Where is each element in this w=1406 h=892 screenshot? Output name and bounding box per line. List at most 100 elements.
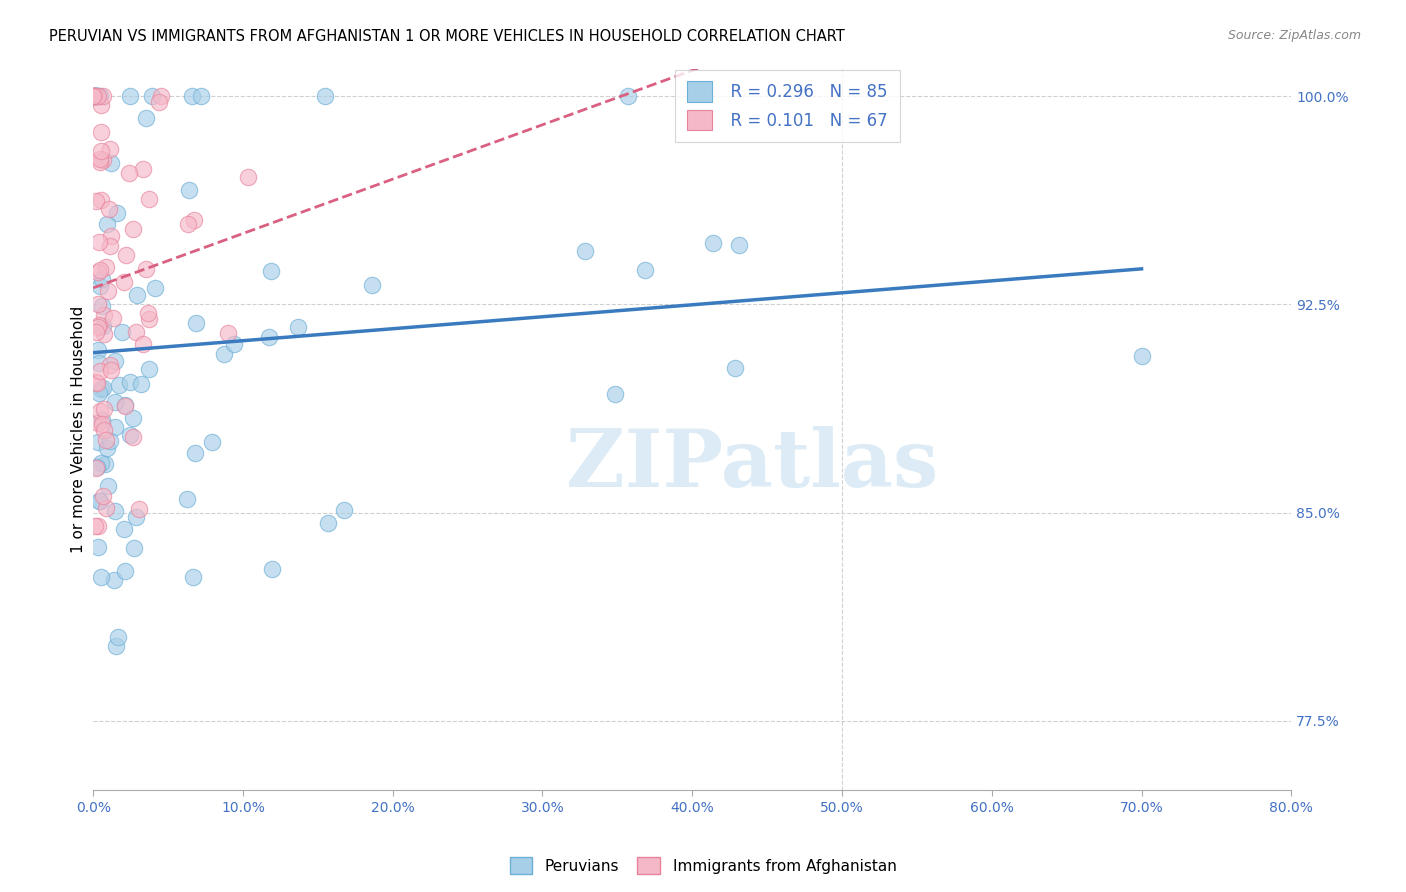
Point	[100, 228, 122, 243]
Point	[91, 153, 114, 168]
Point	[702, 236, 724, 251]
Point	[86, 89, 108, 103]
Point	[118, 428, 141, 442]
Point	[177, 217, 200, 231]
Point	[87, 518, 110, 533]
Point	[94, 501, 117, 516]
Point	[87, 297, 110, 311]
Point	[96, 217, 118, 231]
Point	[89, 279, 111, 293]
Point	[87, 320, 110, 334]
Point	[114, 564, 136, 578]
Point	[89, 404, 111, 418]
Point	[90, 456, 112, 470]
Legend:   R = 0.296   N = 85,   R = 0.101   N = 67: R = 0.296 N = 85, R = 0.101 N = 67	[675, 70, 900, 142]
Point	[87, 434, 110, 449]
Point	[98, 142, 121, 156]
Text: ZIPatlas: ZIPatlas	[567, 426, 938, 504]
Point	[224, 337, 246, 351]
Point	[86, 461, 108, 475]
Point	[132, 337, 155, 351]
Point	[87, 264, 110, 278]
Point	[176, 492, 198, 507]
Point	[122, 541, 145, 555]
Point	[86, 460, 108, 475]
Point	[100, 155, 122, 169]
Point	[728, 238, 751, 252]
Point	[87, 356, 110, 370]
Point	[97, 284, 120, 298]
Point	[128, 501, 150, 516]
Point	[125, 510, 148, 524]
Point	[87, 540, 110, 554]
Point	[104, 394, 127, 409]
Point	[90, 570, 112, 584]
Point	[93, 402, 115, 417]
Point	[86, 89, 108, 103]
Point	[118, 376, 141, 390]
Point	[138, 362, 160, 376]
Point	[616, 89, 638, 103]
Point	[89, 262, 111, 277]
Point	[260, 264, 283, 278]
Point	[89, 154, 111, 169]
Point	[105, 205, 128, 219]
Point	[257, 329, 280, 343]
Point	[93, 326, 115, 341]
Point	[135, 262, 157, 277]
Point	[103, 574, 125, 588]
Point	[262, 562, 284, 576]
Point	[125, 325, 148, 339]
Point	[84, 89, 107, 103]
Point	[114, 398, 136, 412]
Point	[83, 89, 105, 103]
Point	[89, 494, 111, 508]
Point	[1130, 349, 1153, 363]
Point	[181, 89, 204, 103]
Point	[214, 347, 236, 361]
Point	[574, 244, 596, 259]
Point	[101, 310, 124, 325]
Text: PERUVIAN VS IMMIGRANTS FROM AFGHANISTAN 1 OR MORE VEHICLES IN HOUSEHOLD CORRELAT: PERUVIAN VS IMMIGRANTS FROM AFGHANISTAN …	[49, 29, 845, 44]
Point	[129, 377, 152, 392]
Point	[236, 170, 259, 185]
Point	[217, 326, 239, 341]
Point	[84, 89, 107, 103]
Point	[100, 362, 122, 376]
Point	[83, 89, 105, 103]
Point	[287, 319, 309, 334]
Point	[127, 287, 149, 301]
Point	[89, 89, 111, 103]
Point	[91, 89, 114, 103]
Point	[184, 446, 207, 460]
Point	[90, 145, 112, 159]
Point	[98, 239, 121, 253]
Text: Source: ZipAtlas.com: Source: ZipAtlas.com	[1227, 29, 1361, 42]
Point	[93, 319, 115, 334]
Point	[84, 519, 107, 533]
Point	[115, 248, 138, 262]
Point	[82, 89, 104, 103]
Point	[86, 416, 108, 430]
Point	[181, 570, 204, 584]
Point	[104, 504, 127, 518]
Point	[148, 95, 170, 110]
Legend: Peruvians, Immigrants from Afghanistan: Peruvians, Immigrants from Afghanistan	[503, 851, 903, 880]
Point	[634, 263, 657, 277]
Point	[91, 413, 114, 427]
Point	[90, 98, 112, 112]
Point	[118, 166, 141, 180]
Point	[93, 308, 115, 322]
Point	[112, 275, 135, 289]
Point	[201, 435, 224, 450]
Y-axis label: 1 or more Vehicles in Household: 1 or more Vehicles in Household	[72, 306, 86, 553]
Point	[90, 382, 112, 396]
Point	[86, 343, 108, 358]
Point	[89, 152, 111, 166]
Point	[83, 89, 105, 103]
Point	[103, 420, 125, 434]
Point	[132, 161, 155, 176]
Point	[90, 193, 112, 207]
Point	[107, 630, 129, 644]
Point	[94, 433, 117, 447]
